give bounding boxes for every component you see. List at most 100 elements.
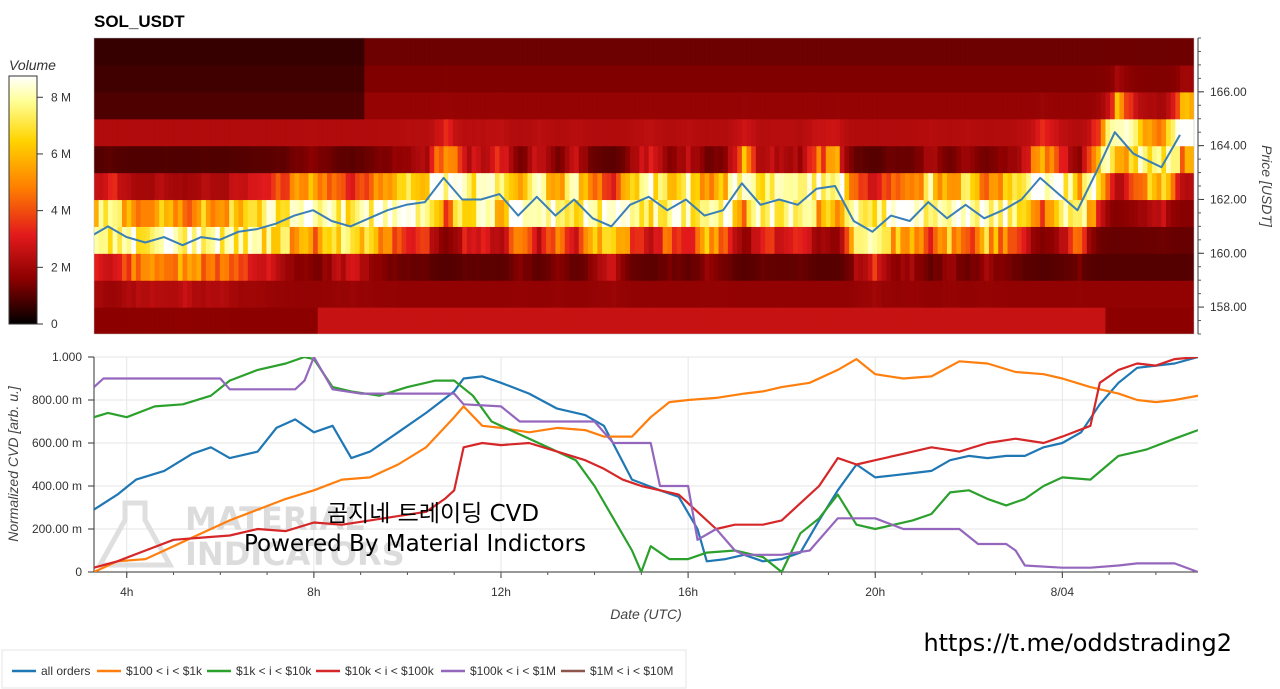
heatmap-cell <box>574 172 580 201</box>
heatmap-cell <box>960 91 967 120</box>
heatmap-cell <box>937 91 943 120</box>
heatmap-cell <box>1119 145 1125 174</box>
heatmap-cell <box>779 118 785 147</box>
heatmap-cell <box>187 199 193 227</box>
heatmap-cell <box>732 145 738 174</box>
heatmap-cell <box>779 253 785 281</box>
heatmap-cell <box>1026 38 1032 66</box>
heatmap-cell <box>1119 253 1125 281</box>
heatmap-cell <box>1105 145 1111 174</box>
heatmap-cell <box>704 253 710 281</box>
heatmap-cell <box>1142 38 1148 66</box>
heatmap-cell <box>369 199 375 227</box>
heatmap-cell <box>536 64 543 93</box>
heatmap-cell <box>769 199 776 227</box>
heatmap-cell <box>154 38 160 66</box>
heatmap-cell <box>187 280 193 308</box>
heatmap-cell <box>630 172 636 201</box>
heatmap-cell <box>611 280 617 308</box>
heatmap-cell <box>420 307 426 334</box>
heatmap-cell <box>723 91 729 120</box>
heatmap-cell <box>485 118 491 147</box>
heatmap-cell <box>1152 199 1158 227</box>
heatmap-cell <box>261 307 268 334</box>
heatmap-cell <box>103 118 109 147</box>
heatmap-cell <box>676 38 682 66</box>
heatmap-cell <box>928 226 934 254</box>
heatmap-cell <box>471 91 477 120</box>
heatmap-cell <box>233 91 240 120</box>
heatmap-cell <box>271 199 277 227</box>
heatmap-cell <box>974 145 981 174</box>
heatmap-cell <box>345 199 351 227</box>
heatmap-cell <box>252 172 258 201</box>
heatmap-cell <box>1110 64 1116 93</box>
heatmap-cell <box>835 64 841 93</box>
heatmap-cell <box>518 280 524 308</box>
heatmap-cell <box>131 64 137 93</box>
heatmap-cell <box>891 253 897 281</box>
heatmap-cell <box>574 226 580 254</box>
heatmap-cell <box>406 91 412 120</box>
heatmap-cell <box>369 64 375 93</box>
heatmap-cell <box>811 145 818 174</box>
heatmap-cell <box>956 199 962 227</box>
heatmap-cell <box>970 38 976 66</box>
heatmap-cell <box>1016 199 1023 227</box>
heatmap-cell <box>886 280 892 308</box>
heatmap-cell <box>522 38 529 66</box>
heatmap-cell <box>681 38 687 66</box>
heatmap-cell <box>480 199 487 227</box>
heatmap-cell <box>317 280 323 308</box>
heatmap-cell <box>970 226 976 254</box>
heatmap-cell <box>569 38 575 66</box>
heatmap-cell <box>401 118 407 147</box>
heatmap-cell <box>1105 64 1111 93</box>
heatmap-cell <box>960 307 967 334</box>
heatmap-cell <box>522 253 529 281</box>
telegram-url[interactable]: https://t.me/oddstrading2 <box>923 629 1232 657</box>
heatmap-cell <box>807 172 813 201</box>
heatmap-cell <box>527 226 533 254</box>
heatmap-cell <box>984 280 990 308</box>
heatmap-cell <box>177 199 184 227</box>
heatmap-cell <box>1021 307 1027 334</box>
heatmap-cell <box>415 145 421 174</box>
heatmap-cell <box>443 226 449 254</box>
heatmap-cell <box>1119 64 1125 93</box>
heatmap-cell <box>205 172 212 201</box>
heatmap-cell <box>303 172 310 201</box>
heatmap-cell <box>755 38 762 66</box>
heatmap-cell <box>345 280 351 308</box>
heatmap-cell <box>737 91 743 120</box>
heatmap-cell <box>1035 145 1041 174</box>
heatmap-cell <box>541 145 547 174</box>
heatmap-cell <box>154 145 160 174</box>
heatmap-cell <box>424 226 431 254</box>
heatmap-cell <box>443 64 449 93</box>
heatmap-cell <box>1068 253 1074 281</box>
heatmap-cell <box>727 199 734 227</box>
heatmap-cell <box>881 280 887 308</box>
heatmap-cell <box>117 172 123 201</box>
heatmap-cell <box>905 64 911 93</box>
heatmap-cell <box>699 64 706 93</box>
heatmap-cell <box>313 280 319 308</box>
heatmap-cell <box>1035 118 1041 147</box>
heatmap-cell <box>597 280 603 308</box>
heatmap-cell <box>257 226 263 254</box>
heatmap-cell <box>751 172 757 201</box>
heatmap-cell <box>783 253 790 281</box>
heatmap-cell <box>821 38 827 66</box>
heatmap-cell <box>662 64 668 93</box>
heatmap-cell <box>849 118 855 147</box>
heatmap-cell <box>606 91 612 120</box>
heatmap-cell <box>620 280 626 308</box>
heatmap-cell <box>429 199 435 227</box>
heatmap-cell <box>1184 226 1190 254</box>
heatmap-cell <box>974 38 981 66</box>
heatmap-cell <box>219 172 226 201</box>
heatmap-cell <box>648 91 654 120</box>
heatmap-cell <box>779 145 785 174</box>
heatmap-cell <box>401 38 407 66</box>
